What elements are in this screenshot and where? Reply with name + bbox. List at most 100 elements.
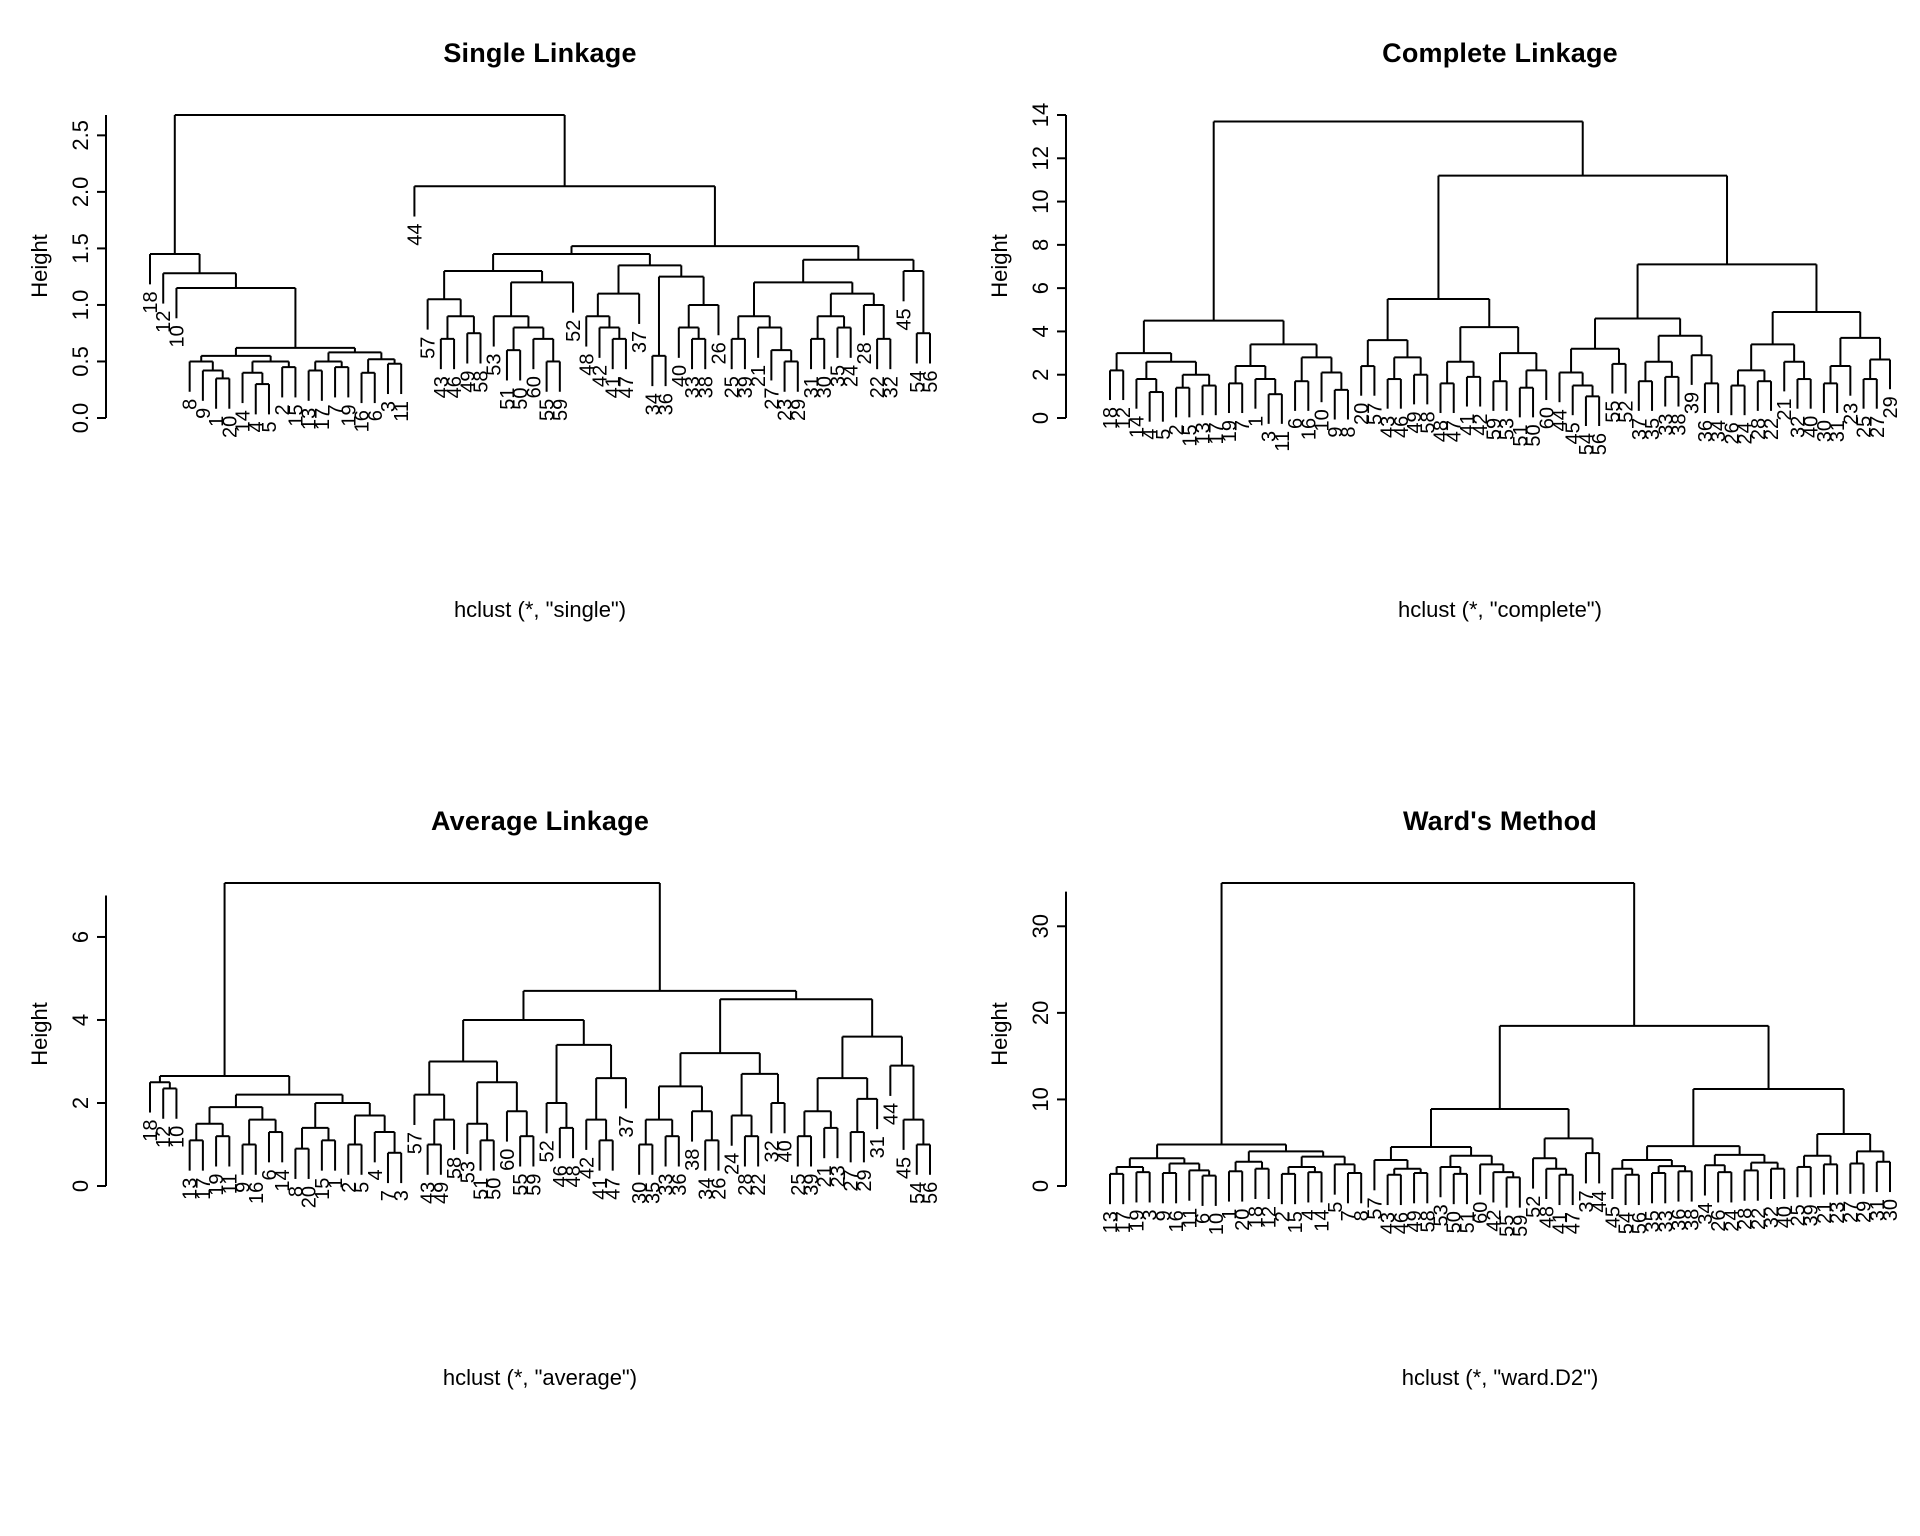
- svg-text:20: 20: [219, 416, 241, 438]
- svg-text:33: 33: [682, 376, 704, 398]
- svg-text:29: 29: [788, 399, 810, 421]
- svg-text:33: 33: [1655, 414, 1677, 436]
- svg-text:6: 6: [1285, 418, 1307, 429]
- svg-text:47: 47: [616, 376, 638, 398]
- svg-text:48: 48: [1431, 420, 1453, 442]
- svg-text:19: 19: [338, 404, 360, 426]
- svg-text:0.5: 0.5: [68, 346, 93, 377]
- svg-text:52: 52: [563, 320, 585, 342]
- svg-text:37: 37: [1629, 418, 1651, 440]
- svg-text:28: 28: [1735, 1208, 1757, 1230]
- svg-text:23: 23: [1840, 403, 1862, 425]
- svg-text:8: 8: [180, 399, 202, 410]
- svg-text:24: 24: [722, 1153, 744, 1175]
- svg-text:60: 60: [497, 1149, 519, 1171]
- svg-text:49: 49: [431, 1182, 453, 1204]
- svg-text:45: 45: [1602, 1206, 1624, 1228]
- svg-text:10: 10: [1028, 1087, 1053, 1111]
- svg-text:60: 60: [1536, 407, 1558, 429]
- svg-text:44: 44: [404, 224, 426, 246]
- svg-text:7: 7: [378, 1190, 400, 1201]
- svg-text:16: 16: [1298, 418, 1320, 440]
- svg-text:17: 17: [312, 408, 334, 430]
- svg-text:47: 47: [603, 1178, 625, 1200]
- svg-text:18: 18: [140, 1120, 162, 1142]
- panel-complete-linkage: 18 12 14 4 5 2 15 13 17 19 7 1 3 11 6 16 10 9 8 20 57 43 46 49 5…: [960, 0, 1920, 768]
- svg-text:55: 55: [537, 399, 559, 421]
- svg-text:3: 3: [1140, 1209, 1162, 1220]
- svg-text:51: 51: [497, 387, 519, 409]
- wards-method-dendrogram: 1317193916116101201812215414578574346495…: [1028, 882, 1902, 1237]
- svg-text:11: 11: [1272, 431, 1294, 452]
- svg-text:59: 59: [550, 399, 572, 421]
- svg-text:12: 12: [153, 311, 175, 333]
- svg-text:46: 46: [444, 376, 466, 398]
- svg-text:11: 11: [1179, 1208, 1201, 1229]
- svg-text:41: 41: [1457, 414, 1479, 436]
- svg-text:7: 7: [325, 404, 347, 415]
- svg-text:35: 35: [1642, 1210, 1664, 1232]
- svg-text:13: 13: [180, 1178, 202, 1200]
- svg-text:37: 37: [629, 331, 651, 353]
- svg-text:1.5: 1.5: [68, 233, 93, 264]
- svg-text:46: 46: [550, 1165, 572, 1187]
- svg-text:51: 51: [471, 1178, 493, 1200]
- svg-text:22: 22: [1761, 418, 1783, 440]
- panel-footer: hclust (*, "single"): [453, 597, 627, 622]
- single-linkage-dendrogram: 1812108912014452151317719166311445743464…: [68, 114, 942, 438]
- svg-text:42: 42: [1470, 414, 1492, 436]
- svg-text:30: 30: [1814, 420, 1836, 442]
- svg-text:59: 59: [1483, 418, 1505, 440]
- svg-text:42: 42: [589, 365, 611, 387]
- svg-text:52: 52: [537, 1140, 559, 1162]
- svg-text:12: 12: [153, 1126, 175, 1148]
- svg-text:8: 8: [1351, 1210, 1373, 1221]
- svg-text:25: 25: [788, 1173, 810, 1195]
- svg-text:20: 20: [1232, 1209, 1254, 1231]
- svg-text:51: 51: [1457, 1211, 1479, 1233]
- svg-text:28: 28: [735, 1173, 757, 1195]
- svg-text:13: 13: [299, 408, 321, 430]
- svg-text:10: 10: [166, 1126, 188, 1148]
- svg-text:34: 34: [1708, 420, 1730, 442]
- svg-text:54: 54: [1616, 1212, 1638, 1234]
- svg-text:45: 45: [1563, 422, 1585, 444]
- svg-text:5: 5: [352, 1182, 374, 1193]
- svg-text:48: 48: [1536, 1206, 1558, 1228]
- svg-text:27: 27: [761, 387, 783, 409]
- svg-text:19: 19: [1219, 420, 1241, 442]
- svg-text:2: 2: [338, 1182, 360, 1193]
- svg-text:47: 47: [1563, 1212, 1585, 1234]
- svg-text:47: 47: [1444, 420, 1466, 442]
- svg-text:13: 13: [1193, 422, 1215, 444]
- svg-text:36: 36: [1695, 420, 1717, 442]
- svg-text:8: 8: [1338, 427, 1360, 438]
- svg-text:55: 55: [510, 1173, 532, 1195]
- svg-text:31: 31: [801, 376, 823, 398]
- svg-text:50: 50: [510, 387, 532, 409]
- svg-text:53: 53: [484, 354, 506, 376]
- svg-text:14: 14: [1028, 103, 1053, 127]
- panel-average-linkage: 18 12 10 13 17 19 11 9 16 6 14 8 20 15 1 2 5 4 7 3 57 43 49 58 5…: [0, 768, 960, 1536]
- svg-text:15: 15: [285, 404, 307, 426]
- svg-text:35: 35: [827, 365, 849, 387]
- svg-text:21: 21: [814, 1165, 836, 1187]
- svg-text:35: 35: [642, 1182, 664, 1204]
- svg-text:43: 43: [418, 1182, 440, 1204]
- svg-text:32: 32: [1761, 1206, 1783, 1228]
- svg-text:26: 26: [708, 1178, 730, 1200]
- svg-text:31: 31: [1827, 420, 1849, 442]
- svg-text:9: 9: [233, 1182, 255, 1193]
- svg-text:55: 55: [1602, 401, 1624, 423]
- svg-text:33: 33: [1655, 1210, 1677, 1232]
- svg-text:2: 2: [1272, 1211, 1294, 1222]
- svg-text:41: 41: [1549, 1212, 1571, 1234]
- svg-text:6: 6: [1028, 282, 1053, 294]
- svg-text:36: 36: [1668, 1209, 1690, 1231]
- svg-text:35: 35: [1642, 418, 1664, 440]
- svg-text:2: 2: [272, 404, 294, 415]
- svg-text:6: 6: [68, 931, 93, 943]
- svg-text:16: 16: [352, 410, 374, 432]
- svg-text:38: 38: [695, 376, 717, 398]
- svg-text:54: 54: [1576, 433, 1598, 455]
